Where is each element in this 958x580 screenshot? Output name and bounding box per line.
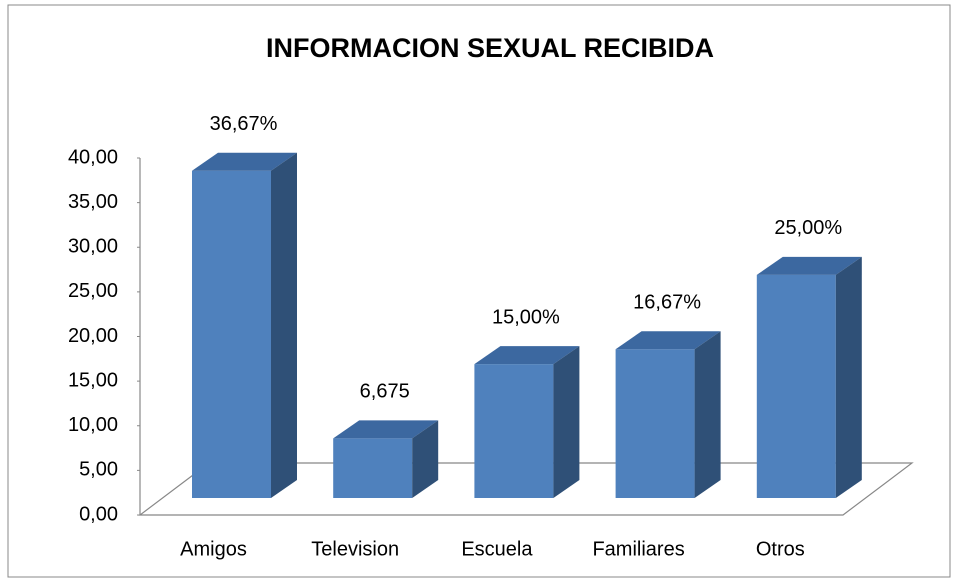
- bar-top: [615, 331, 721, 350]
- bar-top: [192, 152, 297, 171]
- x-tick-label: Escuela: [461, 538, 533, 560]
- y-tick-label: 25,00: [68, 280, 118, 302]
- y-tick-label: 40,00: [68, 146, 118, 168]
- chart-title: INFORMACION SEXUAL RECIBIDA: [266, 33, 714, 63]
- x-tick-label: Familiares: [592, 538, 684, 560]
- x-tick-label: Amigos: [180, 538, 247, 560]
- data-label: 36,67%: [210, 113, 278, 135]
- data-label: 15,00%: [492, 306, 560, 328]
- bar: [192, 152, 297, 498]
- y-tick-label: 20,00: [68, 325, 118, 347]
- floor: [138, 462, 914, 516]
- bar-side: [835, 256, 862, 498]
- bar-front: [192, 170, 271, 498]
- bar-side: [412, 420, 439, 498]
- x-tick-label: Television: [311, 538, 399, 560]
- x-tick-label: Otros: [756, 538, 805, 560]
- bar-side: [553, 346, 580, 498]
- bar-front: [474, 364, 554, 498]
- y-tick-label: 15,00: [68, 369, 118, 391]
- bar-front: [756, 274, 836, 498]
- bar: [756, 256, 862, 498]
- bar: [333, 420, 439, 498]
- data-label: 16,67%: [633, 292, 701, 314]
- y-tick-label: 0,00: [79, 503, 118, 525]
- bar-front: [615, 349, 695, 498]
- bar-top: [474, 346, 580, 365]
- data-label: 25,00%: [774, 217, 842, 239]
- y-tick-label: 10,00: [68, 414, 118, 436]
- bar-top: [333, 420, 439, 439]
- bar: [474, 346, 580, 498]
- bar: [615, 331, 721, 498]
- bar-top: [756, 256, 862, 275]
- bar-front: [333, 438, 413, 498]
- bar-side: [271, 152, 297, 498]
- bar-side: [694, 331, 721, 498]
- data-label: 6,675: [360, 381, 410, 403]
- y-tick-label: 5,00: [79, 459, 118, 481]
- y-tick-label: 35,00: [68, 191, 118, 213]
- y-tick-label: 30,00: [68, 236, 118, 258]
